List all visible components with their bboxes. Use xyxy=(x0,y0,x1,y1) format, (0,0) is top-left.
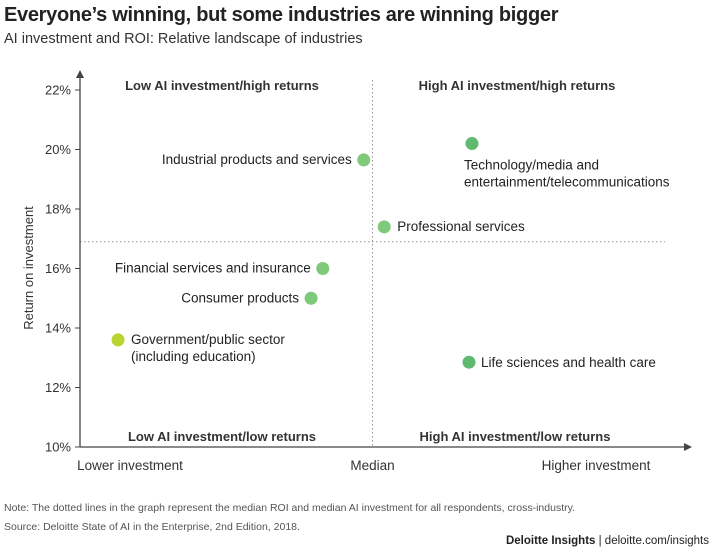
x-axis-label-high: Higher investment xyxy=(542,458,651,473)
y-tick-label: 20% xyxy=(45,142,71,157)
data-point xyxy=(304,291,318,305)
data-point-label: entertainment/telecommunications xyxy=(464,175,670,190)
chart-subtitle: AI investment and ROI: Relative landscap… xyxy=(4,31,363,47)
data-point xyxy=(465,137,479,151)
data-point xyxy=(316,262,330,275)
data-point-label: Consumer products xyxy=(181,290,299,305)
data-point-label: Technology/media and xyxy=(464,158,599,173)
data-point xyxy=(377,220,391,234)
chart-note: Note: The dotted lines in the graph repr… xyxy=(4,502,576,514)
data-point-label: Financial services and insurance xyxy=(115,261,311,276)
y-axis-arrow xyxy=(76,70,84,78)
quadrant-label-top-right: High AI investment/high returns xyxy=(419,78,616,93)
data-point xyxy=(357,153,371,167)
y-tick-label: 12% xyxy=(45,380,71,395)
data-point-label: Industrial products and services xyxy=(162,152,352,167)
y-axis-label: Return on investment xyxy=(21,206,36,330)
x-axis-label-median: Median xyxy=(350,458,394,473)
x-axis-arrow xyxy=(684,443,692,451)
brand-name: Deloitte Insights xyxy=(505,535,596,547)
x-axis-label-low: Lower investment xyxy=(77,458,183,473)
quadrant-label-top-left: Low AI investment/high returns xyxy=(125,78,319,93)
y-tick-label: 10% xyxy=(45,440,71,455)
y-tick-label: 16% xyxy=(45,261,71,276)
data-point-label: (including education) xyxy=(131,349,256,364)
data-point-label: Professional services xyxy=(397,219,525,234)
y-tick-label: 22% xyxy=(45,83,71,98)
y-tick-label: 18% xyxy=(45,202,71,217)
quadrant-label-bottom-left: Low AI investment/low returns xyxy=(128,429,316,444)
data-point xyxy=(111,333,125,347)
quadrant-label-bottom-right: High AI investment/low returns xyxy=(420,429,611,444)
data-point-label: Government/public sector xyxy=(131,332,285,347)
brand-footer: Deloitte Insights | deloitte.com/insight… xyxy=(506,535,709,547)
chart-source: Source: Deloitte State of AI in the Ente… xyxy=(4,521,300,533)
data-point-label: Life sciences and health care xyxy=(481,355,656,370)
brand-url: | deloitte.com/insights xyxy=(595,535,709,547)
y-tick-label: 14% xyxy=(45,321,71,336)
chart-title: Everyone’s winning, but some industries … xyxy=(4,4,559,26)
data-point xyxy=(462,355,476,369)
